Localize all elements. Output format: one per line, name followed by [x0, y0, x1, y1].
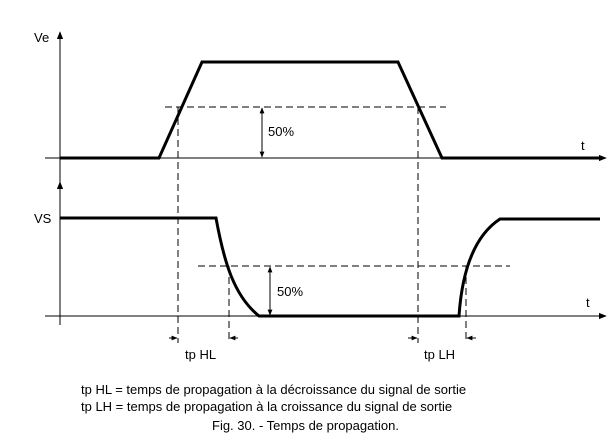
figure-caption: Fig. 30. - Temps de propagation.	[212, 418, 399, 433]
output-y-axis-label: VS	[34, 211, 52, 226]
output-time-axis-label: t	[586, 295, 590, 310]
legend-line-tphl: tp HL = temps de propagation à la décroi…	[81, 382, 467, 397]
output-threshold-label: 50%	[277, 284, 304, 299]
tphl-label: tp HL	[185, 347, 217, 362]
input-threshold-label: 50%	[268, 124, 295, 139]
tplh-label: tp LH	[424, 347, 456, 362]
input-time-axis-label: t	[581, 138, 585, 153]
projection-lines	[177, 107, 467, 343]
output-waveform	[60, 216, 600, 318]
legend-line-tplh: tp LH = temps de propagation à la croiss…	[81, 399, 453, 414]
input-waveform	[60, 60, 600, 160]
input-y-axis-label: Ve	[34, 30, 50, 45]
input-signal-plot	[45, 31, 607, 325]
output-signal-plot	[45, 181, 607, 320]
